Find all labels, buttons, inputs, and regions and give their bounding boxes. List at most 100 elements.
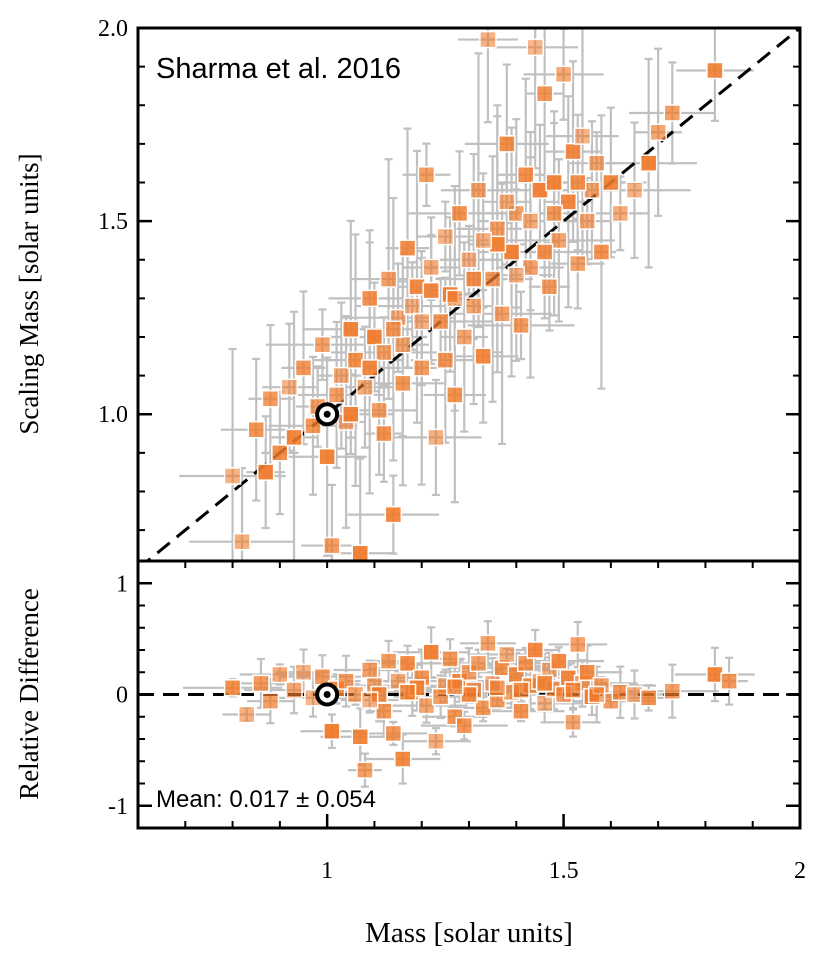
data-point [464, 297, 483, 315]
data-point [550, 652, 568, 670]
data-point [375, 343, 393, 362]
data-point [493, 305, 511, 323]
data-point [587, 685, 606, 704]
data-point [412, 359, 431, 377]
y-tick-label: 1.0 [98, 402, 128, 428]
top-points [223, 30, 724, 561]
data-point [720, 672, 738, 690]
data-point [706, 61, 724, 80]
top-y-ticks: 1.0 1.5 2.0 [98, 16, 800, 532]
data-point [602, 173, 620, 192]
data-point [271, 444, 289, 462]
data-point [285, 681, 303, 699]
data-point [327, 386, 346, 404]
data-point [554, 65, 573, 84]
data-point [569, 173, 587, 192]
data-point [398, 239, 417, 257]
data-point [450, 204, 469, 223]
data-point [360, 691, 379, 709]
data-point [356, 761, 374, 779]
data-point [365, 328, 384, 346]
data-point [611, 204, 630, 223]
data-point [427, 732, 445, 750]
data-point [479, 30, 497, 49]
data-point [479, 634, 497, 653]
data-point [431, 312, 450, 331]
bottom-y-axis-label: Relative Difference [14, 588, 44, 800]
data-point [422, 643, 440, 661]
data-point [498, 135, 516, 153]
bottom-frame [136, 559, 802, 830]
data-point [469, 654, 488, 673]
data-point [436, 227, 455, 246]
data-point [464, 270, 483, 288]
data-point [351, 544, 369, 561]
top-panel: 1.0 1.5 2.0 Sharma et al. 2016 Scaling Mas… [14, 16, 800, 561]
data-point [238, 705, 256, 724]
data-point [342, 405, 360, 423]
data-point [474, 347, 492, 366]
data-point [649, 123, 667, 142]
data-point [379, 270, 398, 288]
data-point [427, 428, 445, 447]
data-point [375, 424, 393, 443]
data-point [252, 674, 270, 693]
data-point [564, 681, 582, 699]
data-point [412, 312, 431, 331]
data-point [573, 127, 592, 145]
data-point [446, 289, 464, 308]
data-point [483, 270, 502, 288]
x-tick-label: 1.5 [549, 858, 579, 884]
data-point [578, 212, 596, 230]
data-point [417, 166, 436, 184]
sun-marker-top [315, 402, 340, 427]
data-point [403, 297, 422, 315]
data-point [498, 645, 516, 664]
x-tick-label: 2 [794, 858, 806, 884]
data-point [559, 193, 578, 211]
data-point [384, 724, 403, 743]
bottom-points [223, 634, 738, 779]
data-point [545, 204, 563, 223]
data-point [398, 683, 417, 702]
data-point [516, 654, 535, 673]
y-tick-label: 0 [116, 683, 128, 709]
data-point [663, 682, 682, 700]
data-point [323, 536, 341, 555]
data-point [436, 351, 455, 369]
data-point [323, 722, 341, 740]
data-point [256, 463, 275, 481]
bottom-panel: -101 1 1.5 2 Mean: 0.017 ± 0.054 Relative … [14, 561, 806, 949]
data-point [587, 154, 606, 172]
data-point [507, 266, 526, 284]
data-point [342, 320, 360, 339]
data-point [441, 650, 459, 668]
data-point [512, 702, 530, 720]
data-point [247, 420, 265, 439]
data-point [550, 231, 568, 250]
data-point [526, 38, 544, 57]
y-tick-label: -1 [108, 794, 128, 820]
data-point [223, 467, 242, 485]
data-point [379, 652, 398, 670]
y-tick-label: 2.0 [98, 16, 128, 42]
data-point [422, 258, 440, 277]
data-point [455, 716, 474, 735]
data-point [639, 154, 658, 172]
data-point [625, 181, 644, 199]
data-point [564, 713, 582, 732]
data-point [318, 447, 336, 466]
data-point [271, 665, 289, 684]
data-point [455, 328, 474, 346]
bottom-x-ticks: 1 1.5 2 [184, 561, 806, 884]
data-point [564, 142, 582, 161]
x-tick-label: 1 [321, 858, 333, 884]
data-point [535, 243, 554, 261]
data-point [285, 428, 303, 447]
data-point [261, 390, 280, 408]
data-point [417, 696, 436, 715]
data-point [337, 672, 355, 690]
top-annotation: Sharma et al. 2016 [156, 53, 401, 85]
data-point [356, 378, 374, 396]
